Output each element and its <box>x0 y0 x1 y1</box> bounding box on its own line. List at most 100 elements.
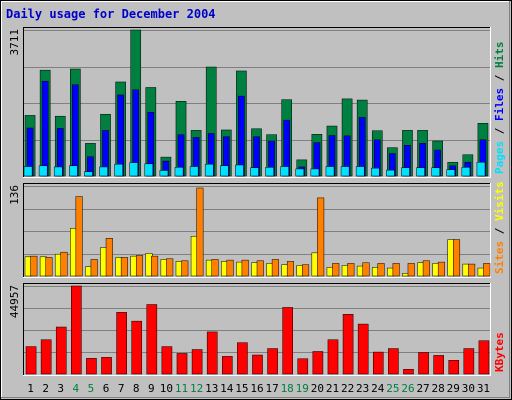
bar-kbytes-day-3 <box>55 326 67 375</box>
bar-kbytes-day-4 <box>71 285 82 375</box>
legend-hits: Hits <box>493 42 506 69</box>
panel-visits-sites: 136 Sites / Visits <box>8 181 506 278</box>
x-tick-label: 27 <box>416 382 429 395</box>
bar-sites-day-24 <box>377 263 385 277</box>
bar-pages-day-22 <box>340 166 350 177</box>
x-tick-label: 31 <box>477 382 490 395</box>
bar-files-day-15 <box>238 95 245 177</box>
legend: Sites / Visits <box>493 181 506 274</box>
bar-pages-day-10 <box>159 170 169 177</box>
x-tick-label: 5 <box>88 382 95 395</box>
bar-pages-day-13 <box>204 163 214 177</box>
bar-kbytes-day-26 <box>403 369 414 375</box>
x-tick-label: 17 <box>265 382 278 395</box>
x-tick-label: 28 <box>432 382 445 395</box>
bar-kbytes-day-27 <box>418 352 429 375</box>
bar-sites-day-20 <box>317 197 325 277</box>
bar-kbytes-day-30 <box>463 348 475 375</box>
bar-sites-day-7 <box>120 257 128 277</box>
bar-pages-day-9 <box>144 163 154 177</box>
chart-title: Daily usage for December 2004 <box>6 7 216 21</box>
legend: Pages / Files / Hits <box>493 42 506 175</box>
x-tick-label: 29 <box>447 382 460 395</box>
bar-sites-day-15 <box>241 259 249 277</box>
bar-pages-day-23 <box>355 166 365 177</box>
bar-files-day-4 <box>72 84 79 177</box>
y-max-label: 136 <box>8 185 21 205</box>
bar-kbytes-day-2 <box>40 339 52 375</box>
bar-kbytes-day-9 <box>146 304 158 375</box>
bar-pages-day-26 <box>401 167 410 177</box>
x-tick-label: 21 <box>326 382 339 395</box>
bar-sites-day-10 <box>166 258 174 277</box>
bar-sites-day-16 <box>256 260 264 277</box>
bar-kbytes-day-12 <box>191 349 203 375</box>
bar-sites-day-31 <box>483 263 491 277</box>
bar-sites-day-18 <box>286 261 294 277</box>
x-tick-label: 30 <box>462 382 475 395</box>
bar-pages-day-27 <box>416 167 425 177</box>
bar-kbytes-day-13 <box>206 331 218 375</box>
bar-kbytes-day-18 <box>282 307 293 375</box>
x-tick-label: 6 <box>103 382 110 395</box>
bar-pages-day-6 <box>99 166 108 177</box>
bar-kbytes-day-10 <box>161 346 173 375</box>
bar-pages-day-29 <box>446 169 456 177</box>
x-tick-label: 25 <box>386 382 399 395</box>
x-tick-label: 19 <box>296 382 309 395</box>
x-tick-label: 13 <box>205 382 218 395</box>
bar-kbytes-day-29 <box>448 360 460 375</box>
bar-sites-day-23 <box>362 262 370 277</box>
bar-kbytes-day-31 <box>478 340 490 375</box>
bar-kbytes-day-1 <box>25 346 37 375</box>
bar-kbytes-day-17 <box>267 348 278 375</box>
x-tick-label: 20 <box>311 382 324 395</box>
legend-files: Files <box>493 88 506 121</box>
bar-kbytes-day-16 <box>252 354 263 375</box>
bar-pages-day-2 <box>38 165 48 177</box>
x-tick-label: 18 <box>281 382 294 395</box>
bar-pages-day-25 <box>386 169 395 177</box>
bar-sites-day-22 <box>347 263 355 277</box>
bar-files-day-7 <box>117 94 124 177</box>
legend-visits: Visits <box>493 181 506 221</box>
bar-kbytes-day-14 <box>222 356 233 375</box>
bar-sites-day-2 <box>45 257 53 277</box>
bar-sites-day-14 <box>226 259 234 277</box>
x-tick-label: 2 <box>42 382 49 395</box>
legend-separator: / <box>493 121 506 141</box>
x-tick-label: 10 <box>160 382 173 395</box>
legend-pages: Pages <box>493 141 506 174</box>
bar-pages-day-7 <box>114 163 123 177</box>
x-tick-label: 8 <box>133 382 140 395</box>
panel-hits-files-pages: 3711 Pages / Files / Hits <box>8 27 506 178</box>
bar-sites-day-6 <box>105 238 113 277</box>
x-tick-label: 4 <box>73 382 80 395</box>
bar-sites-day-11 <box>181 260 189 277</box>
bar-files-day-2 <box>41 80 49 177</box>
bar-sites-day-13 <box>211 259 219 277</box>
panel-kbytes: 44957 KBytes <box>8 283 506 376</box>
bar-kbytes-day-23 <box>357 323 369 375</box>
bar-sites-day-4 <box>75 196 83 277</box>
bar-sites-day-1 <box>30 255 38 277</box>
x-tick-label: 14 <box>220 382 234 395</box>
x-tick-label: 22 <box>341 382 354 395</box>
x-tick-label: 3 <box>57 382 64 395</box>
bar-kbytes-day-11 <box>176 353 188 375</box>
bar-sites-day-21 <box>332 263 340 277</box>
bar-sites-day-19 <box>302 264 310 277</box>
bar-pages-day-28 <box>431 167 440 177</box>
legend-kbytes: KBytes <box>493 332 506 372</box>
bar-sites-day-8 <box>135 255 144 277</box>
x-tick-label: 1 <box>27 382 34 395</box>
bar-sites-day-17 <box>271 259 279 277</box>
bar-kbytes-day-5 <box>86 358 97 375</box>
x-tick-label: 26 <box>401 382 414 395</box>
legend-separator: / <box>493 221 506 241</box>
legend-separator: / <box>493 68 506 88</box>
bar-kbytes-day-15 <box>237 342 248 375</box>
bar-sites-day-28 <box>437 261 445 277</box>
bar-pages-day-21 <box>325 166 335 177</box>
